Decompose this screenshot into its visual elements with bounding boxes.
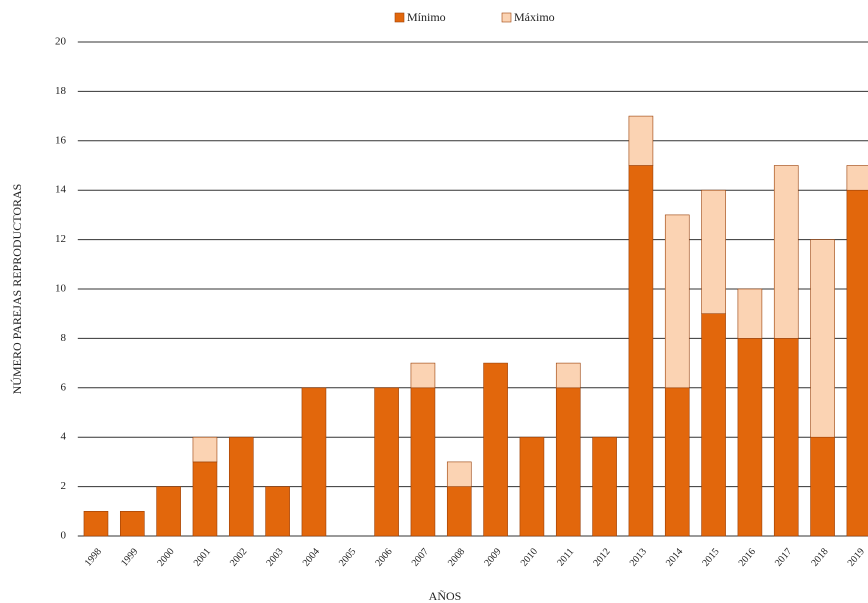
x-tick-label: 2009 [482, 546, 503, 568]
bar-segment [301, 387, 327, 537]
x-tick-label: 2016 [737, 546, 758, 568]
bar-segment [773, 338, 799, 537]
bar-segment [773, 165, 799, 339]
y-tick-label: 16 [55, 134, 67, 146]
bar-segment [701, 313, 726, 537]
bar-segment [846, 189, 868, 537]
bar-segment [555, 387, 581, 537]
x-tick-label: 2007 [410, 546, 431, 568]
bar-segment [410, 362, 436, 389]
y-tick-label: 12 [55, 233, 66, 245]
y-axis-title: NÚMERO PAREJAS REPRODUCTORAS [10, 184, 24, 395]
legend-label: Mínimo [407, 10, 446, 24]
bar-segment [192, 461, 218, 537]
bar-segment [846, 165, 868, 191]
y-tick-label: 14 [55, 184, 67, 196]
bar-segment [265, 486, 290, 537]
bar-segment [737, 288, 763, 339]
bar-segment [810, 436, 835, 537]
y-tick-label: 0 [61, 530, 67, 542]
bar-segment [446, 486, 472, 537]
x-tick-label: 2005 [337, 546, 358, 568]
x-tick-label: 2013 [628, 546, 649, 568]
x-tick-label: 1999 [119, 546, 140, 568]
bar-segment [664, 214, 690, 389]
bar-segment [446, 461, 472, 487]
bar-segment [483, 362, 508, 537]
bar-segment [628, 165, 654, 537]
y-tick-label: 4 [61, 431, 67, 443]
x-tick-label: 2011 [555, 546, 576, 568]
y-tick-label: 18 [55, 85, 67, 97]
y-tick-label: 20 [55, 36, 67, 48]
x-axis-title: AÑOS [429, 589, 462, 603]
x-tick-label: 1998 [83, 546, 104, 568]
bar-segment [592, 436, 617, 537]
bar-segment [737, 338, 763, 537]
x-tick-label: 2018 [809, 546, 830, 568]
x-tick-label: 2001 [192, 546, 213, 568]
y-tick-label: 2 [61, 480, 67, 492]
x-tick-label: 2003 [264, 546, 285, 568]
y-tick-label: 10 [55, 283, 67, 295]
y-tick-label: 8 [61, 332, 67, 344]
x-tick-label: 2004 [301, 546, 322, 568]
x-tick-label: 2010 [519, 546, 540, 568]
x-tick-label: 2015 [700, 546, 721, 568]
bar-segment [701, 189, 726, 314]
bar-segment [119, 510, 145, 537]
bar-segment [555, 362, 581, 389]
bar-segment [374, 387, 399, 537]
bar-segment [628, 115, 654, 166]
bar-segment [664, 387, 690, 537]
y-tick-label: 6 [61, 381, 67, 393]
bar-segment [519, 436, 545, 537]
x-tick-label: 2014 [664, 546, 685, 568]
bar-segment [810, 239, 835, 438]
x-tick-label: 2012 [591, 546, 612, 568]
x-tick-label: 2000 [155, 546, 176, 568]
legend-label: Máximo [514, 10, 555, 24]
bar-segment [156, 486, 181, 537]
bar-segment [410, 387, 436, 537]
x-tick-label: 2008 [446, 546, 467, 568]
x-tick-label: 2002 [228, 546, 249, 568]
bar-segment [192, 436, 218, 463]
bar-segment [228, 436, 254, 537]
legend-swatch [394, 12, 405, 23]
legend-swatch [501, 12, 512, 23]
bar-segment [83, 510, 109, 537]
x-tick-label: 2006 [373, 546, 394, 568]
x-tick-label: 2017 [773, 546, 794, 568]
x-tick-label: 2019 [846, 546, 867, 568]
